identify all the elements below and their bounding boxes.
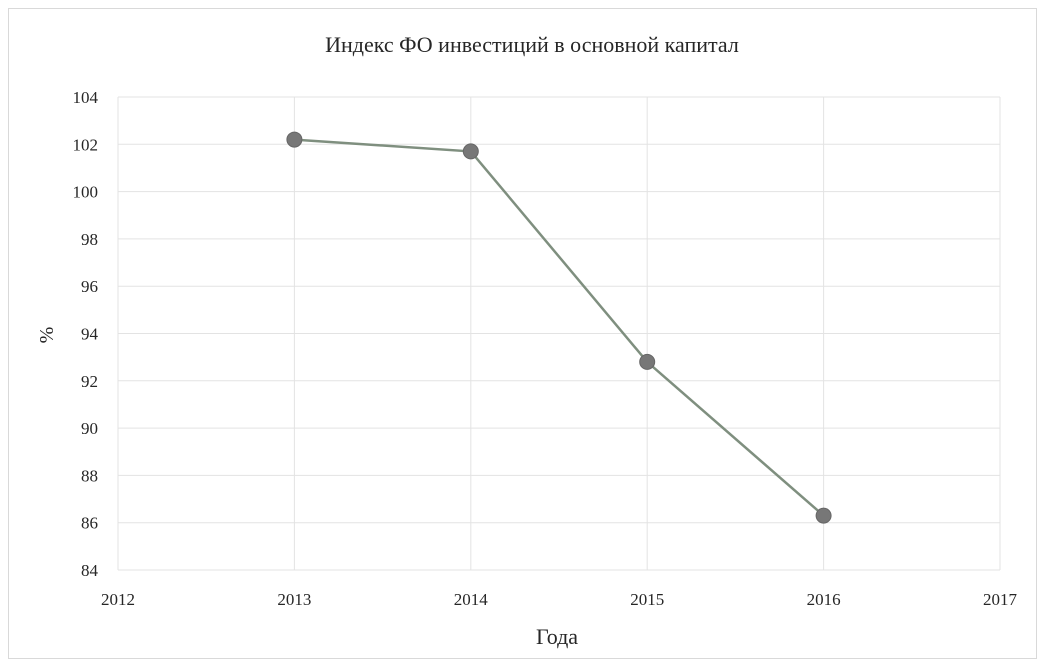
y-tick-label: 100 [73, 183, 99, 202]
x-tick-label: 2014 [454, 590, 489, 609]
y-tick-label: 92 [81, 372, 98, 391]
x-tick-label: 2016 [807, 590, 841, 609]
x-tick-label: 2012 [101, 590, 135, 609]
data-point [815, 507, 832, 524]
y-tick-label: 96 [81, 277, 98, 296]
data-point [639, 353, 656, 370]
x-tick-label: 2013 [277, 590, 311, 609]
chart-title: Индекс ФО инвестиций в основной капитал [325, 32, 739, 57]
data-point [286, 131, 303, 148]
y-tick-label: 94 [81, 325, 99, 344]
y-tick-label: 88 [81, 466, 98, 485]
gridlines [117, 96, 1001, 571]
y-tick-label: 102 [73, 135, 99, 154]
y-tick-label: 90 [81, 419, 98, 438]
y-tick-label: 104 [73, 88, 99, 107]
y-tick-label: 86 [81, 514, 98, 533]
y-tick-label: 84 [81, 561, 99, 580]
y-axis-label: % [36, 327, 58, 344]
x-axis-label: Года [536, 624, 578, 649]
data-point [462, 143, 479, 160]
x-tick-label: 2017 [983, 590, 1018, 609]
y-tick-label: 98 [81, 230, 98, 249]
tick-labels: 84 86 88 90 92 94 96 98 100 102 104 2012 2013 2014 201… [73, 88, 1018, 609]
series-layer [286, 131, 832, 524]
x-tick-label: 2015 [630, 590, 664, 609]
series-line [294, 138, 825, 517]
